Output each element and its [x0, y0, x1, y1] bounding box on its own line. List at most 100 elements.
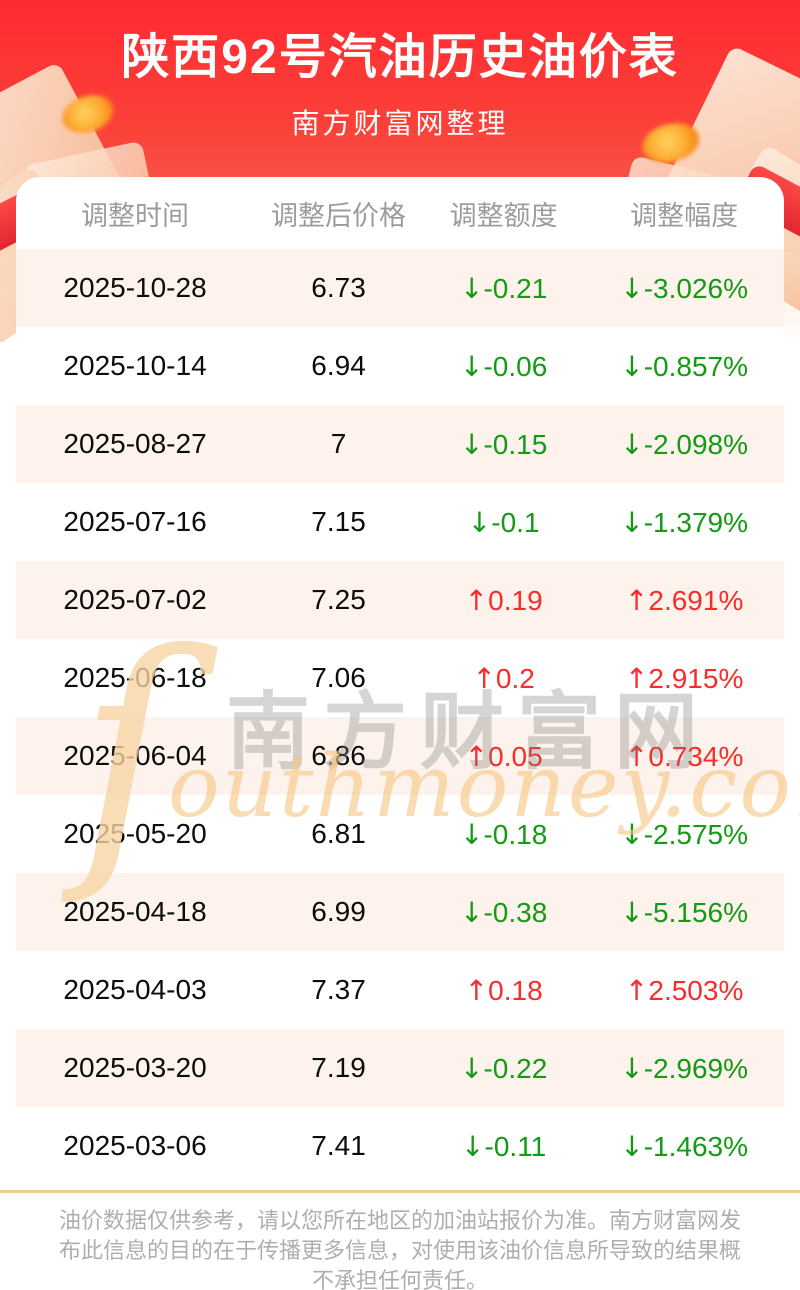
cell-change-percent: ↓-3.026%	[584, 272, 784, 305]
trend-arrow-icon: ↑	[624, 583, 649, 617]
change-value: -0.06	[483, 350, 548, 382]
cell-price: 7.41	[311, 1130, 366, 1161]
trend-arrow-icon: ↓	[620, 895, 644, 929]
cell-change-amount: ↓-0.22	[423, 1052, 584, 1085]
cell-change-percent: ↓-1.463%	[584, 1130, 784, 1163]
cell-change-percent: ↑0.734%	[584, 740, 784, 773]
table-row: 2025-10-28 6.73 ↓-0.21 ↓-3.026%	[16, 249, 784, 327]
percent-value: -3.026%	[643, 272, 749, 304]
trend-arrow-icon: ↑	[624, 739, 649, 773]
trend-arrow-icon: ↓	[460, 817, 484, 851]
cell-adjust-date: 2025-07-02	[63, 584, 207, 615]
trend-arrow-icon: ↓	[620, 349, 644, 383]
cell-price: 6.94	[311, 350, 366, 381]
cell-change-amount: ↓-0.1	[423, 506, 584, 539]
table-row: 2025-03-06 7.41 ↓-0.11 ↓-1.463%	[16, 1107, 784, 1185]
cell-price: 6.81	[311, 818, 366, 849]
table-row: 2025-06-18 7.06 ↑0.2 ↑2.915%	[16, 639, 784, 717]
footer-disclaimer: 油价数据仅供参考，请以您所在地区的加油站报价为准。南方财富网发布此信息的目的在于…	[0, 1190, 800, 1290]
cell-change-percent: ↓-5.156%	[584, 896, 784, 929]
cell-adjust-date: 2025-06-04	[63, 740, 207, 771]
cell-adjust-date: 2025-06-18	[63, 662, 207, 693]
percent-value: -2.098%	[643, 428, 749, 460]
cell-price: 7.25	[311, 584, 366, 615]
percent-value: -0.857%	[643, 350, 749, 382]
cell-adjust-date: 2025-04-03	[63, 974, 207, 1005]
cell-price: 7.37	[311, 974, 366, 1005]
table-row: 2025-07-16 7.15 ↓-0.1 ↓-1.379%	[16, 483, 784, 561]
column-header-price: 调整后价格	[271, 200, 407, 231]
table-body: 2025-10-28 6.73 ↓-0.21 ↓-3.026% 2025-10-…	[16, 249, 784, 1185]
change-value: -0.18	[483, 818, 548, 850]
cell-price: 7.15	[311, 506, 366, 537]
cell-adjust-date: 2025-03-06	[63, 1130, 207, 1161]
trend-arrow-icon: ↓	[620, 1051, 644, 1085]
percent-value: -5.156%	[643, 896, 749, 928]
cell-adjust-date: 2025-03-20	[63, 1052, 207, 1083]
trend-arrow-icon: ↓	[467, 505, 492, 539]
cell-change-percent: ↓-0.857%	[584, 350, 784, 383]
trend-arrow-icon: ↑	[464, 583, 489, 617]
table-row: 2025-04-03 7.37 ↑0.18 ↑2.503%	[16, 951, 784, 1029]
cell-price: 6.99	[311, 896, 366, 927]
cell-change-percent: ↓-1.379%	[584, 506, 784, 539]
cell-adjust-date: 2025-08-27	[63, 428, 207, 459]
cell-change-amount: ↑0.2	[423, 662, 584, 695]
cell-price: 7.06	[311, 662, 366, 693]
column-header-date: 调整时间	[81, 200, 190, 231]
cell-price: 6.86	[311, 740, 366, 771]
table-header-row: 调整时间 调整后价格 调整额度 调整幅度	[16, 177, 784, 249]
trend-arrow-icon: ↓	[460, 271, 484, 305]
change-value: -0.15	[483, 428, 548, 460]
percent-value: 2.503%	[648, 974, 744, 1006]
table-row: 2025-10-14 6.94 ↓-0.06 ↓-0.857%	[16, 327, 784, 405]
change-value: 0.05	[488, 740, 543, 772]
trend-arrow-icon: ↓	[460, 349, 484, 383]
percent-value: 0.734%	[648, 740, 744, 772]
cell-change-amount: ↓-0.15	[423, 428, 584, 461]
change-value: 0.19	[488, 584, 543, 616]
change-value: -0.38	[483, 896, 548, 928]
table-row: 2025-04-18 6.99 ↓-0.38 ↓-5.156%	[16, 873, 784, 951]
table-row: 2025-03-20 7.19 ↓-0.22 ↓-2.969%	[16, 1029, 784, 1107]
change-value: -0.11	[484, 1130, 547, 1162]
trend-arrow-icon: ↓	[620, 1129, 644, 1163]
cell-price: 7.19	[311, 1052, 366, 1083]
cell-adjust-date: 2025-07-16	[63, 506, 207, 537]
cell-change-percent: ↑2.915%	[584, 662, 784, 695]
page-subtitle: 南方财富网整理	[291, 108, 509, 139]
cell-price: 6.73	[311, 272, 366, 303]
disclaimer-text: 油价数据仅供参考，请以您所在地区的加油站报价为准。南方财富网发布此信息的目的在于…	[58, 1208, 741, 1290]
percent-value: -1.463%	[643, 1130, 749, 1162]
cell-change-percent: ↑2.691%	[584, 584, 784, 617]
cell-change-percent: ↑2.503%	[584, 974, 784, 1007]
trend-arrow-icon: ↑	[472, 661, 496, 695]
table-row: 2025-08-27 7 ↓-0.15 ↓-2.098%	[16, 405, 784, 483]
cell-change-amount: ↑0.18	[423, 974, 584, 1007]
cell-adjust-date: 2025-10-28	[63, 272, 207, 303]
change-value: -0.22	[483, 1052, 548, 1084]
price-table-card: 调整时间 调整后价格 调整额度 调整幅度 2025-10-28 6.73 ↓-0…	[16, 177, 784, 1185]
percent-value: -2.969%	[643, 1052, 749, 1084]
cell-change-amount: ↓-0.11	[423, 1130, 584, 1163]
table-row: 2025-06-04 6.86 ↑0.05 ↑0.734%	[16, 717, 784, 795]
percent-value: -1.379%	[643, 506, 749, 538]
cell-change-amount: ↑0.19	[423, 584, 584, 617]
cell-change-percent: ↓-2.098%	[584, 428, 784, 461]
cell-price: 7	[330, 428, 347, 459]
change-value: -0.1	[491, 506, 540, 538]
trend-arrow-icon: ↑	[464, 973, 489, 1007]
page-title: 陕西92号汽油历史油价表	[121, 31, 679, 84]
trend-arrow-icon: ↓	[620, 271, 644, 305]
trend-arrow-icon: ↓	[460, 427, 484, 461]
trend-arrow-icon: ↓	[460, 1051, 484, 1085]
percent-value: -2.575%	[643, 818, 749, 850]
cell-change-amount: ↓-0.18	[423, 818, 584, 851]
cell-change-amount: ↓-0.38	[423, 896, 584, 929]
cell-change-percent: ↓-2.575%	[584, 818, 784, 851]
trend-arrow-icon: ↑	[624, 661, 649, 695]
percent-value: 2.915%	[648, 662, 744, 694]
cell-change-amount: ↑0.05	[423, 740, 584, 773]
change-value: 0.18	[488, 974, 543, 1006]
